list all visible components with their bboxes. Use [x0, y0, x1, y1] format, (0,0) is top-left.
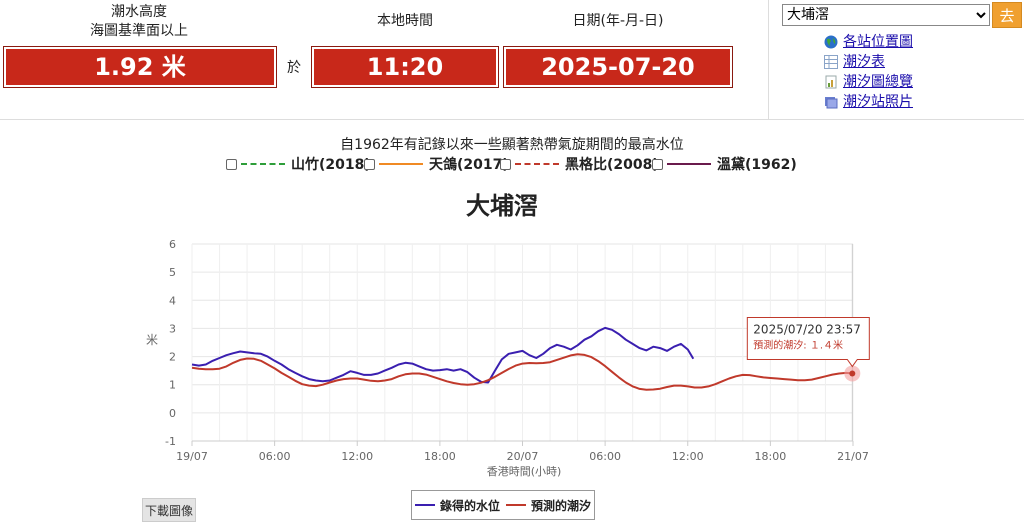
typhoon-item-mangkhut[interactable]: 山竹(2018)	[226, 154, 371, 174]
photo-icon	[825, 97, 838, 109]
typhoon-line-swatch	[667, 163, 711, 165]
download-image-button[interactable]: 下載圖像	[142, 498, 196, 522]
typhoon-label: 溫黛(1962)	[717, 157, 797, 173]
y-tick-label: 5	[169, 266, 176, 279]
time-label: 本地時間	[377, 13, 433, 29]
legend-item-observed[interactable]: 錄得的水位	[414, 497, 500, 514]
x-tick-label: 06:00	[589, 450, 621, 463]
header-divider	[768, 0, 769, 120]
link-tide-overview[interactable]: 潮汐圖總覽	[843, 74, 913, 90]
y-tick-label: 3	[169, 322, 176, 335]
typhoon-item-hagupit[interactable]: 黑格比(2008)	[500, 154, 659, 174]
tooltip-value: 預測的潮汐: １.４米	[753, 338, 843, 351]
station-select[interactable]: 大埔滘	[782, 4, 990, 26]
legend-swatch	[414, 504, 435, 506]
typhoon-line-swatch	[241, 163, 285, 165]
go-button[interactable]: 去	[992, 2, 1022, 28]
time-value: 11:20	[311, 46, 499, 88]
link-tide-table[interactable]: 潮汐表	[843, 54, 885, 70]
legend-label: 錄得的水位	[439, 498, 500, 513]
at-label: 於	[287, 60, 301, 76]
typhoon-label: 黑格比(2008)	[565, 157, 659, 173]
globe-icon	[824, 35, 838, 49]
series-line-predicted	[191, 353, 854, 391]
typhoon-checkbox[interactable]	[226, 158, 237, 170]
chart-legend: 錄得的水位 預測的潮汐	[411, 490, 595, 520]
typhoon-checkbox[interactable]	[500, 158, 511, 170]
typhoon-item-hato[interactable]: 天鴿(2017)	[364, 154, 509, 174]
legend-swatch	[505, 504, 526, 506]
y-tick-label: 2	[169, 351, 176, 364]
hover-point	[849, 370, 856, 377]
header-panel: 潮水高度 海圖基準面以上 1.92 米 於 本地時間 11:20 日期(年-月-…	[0, 0, 1024, 120]
y-tick-label: 6	[169, 238, 176, 251]
x-axis: 19/07 06:00 12:00 18:00 20/07 06:00 12:00 18:00…	[176, 441, 869, 463]
x-tick-label: 12:00	[672, 450, 704, 463]
typhoon-subtitle: 自1962年有記錄以來一些顯著熱帶氣旋期間的最高水位	[340, 137, 684, 153]
typhoon-line-swatch	[515, 163, 559, 165]
chart-tooltip: 2025/07/20 23:57 預測的潮汐: １.４米	[746, 244, 870, 441]
chart-title: 大埔滘	[466, 192, 538, 220]
y-axis-label: 米	[146, 333, 158, 347]
y-tick-label: 4	[169, 294, 176, 307]
x-tick-label: 12:00	[341, 450, 373, 463]
date-value: 2025-07-20	[503, 46, 733, 88]
height-value: 1.92 米	[3, 46, 277, 88]
series-line-observed	[191, 326, 695, 384]
height-label: 潮水高度 海圖基準面以上	[0, 3, 278, 41]
typhoon-item-wanda[interactable]: 溫黛(1962)	[652, 154, 797, 174]
height-label-line1: 潮水高度	[111, 4, 167, 20]
typhoon-line-swatch	[379, 163, 423, 165]
typhoon-checkbox[interactable]	[652, 158, 663, 170]
tooltip-box	[746, 316, 870, 368]
table-icon	[824, 55, 838, 69]
date-label: 日期(年-月-日)	[572, 13, 664, 29]
tooltip-title: 2025/07/20 23:57	[753, 322, 861, 336]
x-tick-label: 18:00	[755, 450, 787, 463]
link-station-map[interactable]: 各站位置圖	[843, 34, 913, 50]
typhoon-label: 山竹(2018)	[291, 157, 371, 173]
y-tick-label: 1	[169, 379, 176, 392]
x-tick-label: 19/07	[176, 450, 208, 463]
legend-item-predicted[interactable]: 預測的潮汐	[505, 497, 591, 514]
typhoon-label: 天鴿(2017)	[429, 157, 509, 173]
typhoon-checkbox[interactable]	[364, 158, 375, 170]
chart-series	[191, 326, 854, 391]
y-tick-label: -1	[165, 435, 176, 448]
x-axis-label: 香港時間(小時)	[487, 465, 562, 478]
y-tick-label: 0	[169, 407, 176, 420]
y-axis: -1 0 1 2 3 4 5 6	[165, 238, 176, 448]
x-tick-label: 20/07	[507, 450, 539, 463]
link-station-photos[interactable]: 潮汐站照片	[843, 94, 913, 110]
x-tick-label: 21/07	[837, 450, 869, 463]
x-tick-label: 18:00	[424, 450, 456, 463]
x-tick-label: 06:00	[259, 450, 291, 463]
height-label-line2: 海圖基準面以上	[90, 23, 188, 39]
chart-icon	[825, 75, 837, 89]
legend-label: 預測的潮汐	[530, 498, 591, 513]
